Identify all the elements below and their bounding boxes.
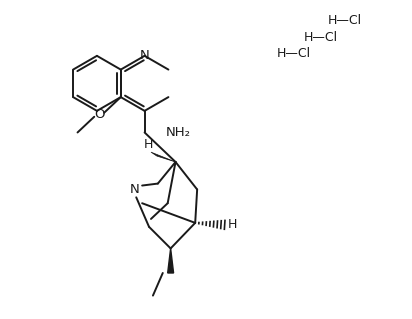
Text: H—Cl: H—Cl (277, 48, 311, 60)
Text: H—Cl: H—Cl (328, 14, 362, 27)
Polygon shape (168, 249, 173, 273)
Text: NH₂: NH₂ (166, 126, 191, 139)
Text: H: H (143, 138, 153, 151)
Text: N: N (140, 49, 150, 62)
Polygon shape (151, 152, 176, 162)
Text: H: H (228, 218, 237, 231)
Text: O: O (94, 108, 104, 121)
Text: H—Cl: H—Cl (303, 31, 337, 44)
Text: N: N (129, 183, 139, 196)
